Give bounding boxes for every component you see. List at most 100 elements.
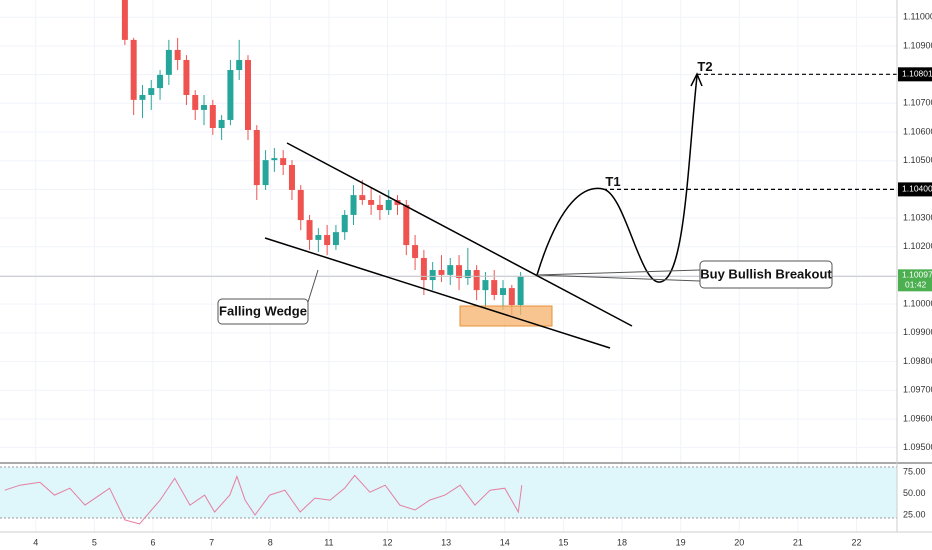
candle-body [456,265,463,279]
candle-body [315,235,322,240]
candle-body [253,129,260,186]
annotation-falling-wedge: Falling Wedge [219,303,307,318]
target-tag [898,67,932,82]
candle-body [412,245,419,258]
candle-body [376,204,383,211]
target-name: T2 [697,59,712,74]
annotation-breakout: Buy Bullish Breakout [700,266,832,281]
candle-body [165,49,172,75]
x-tick-label: 11 [324,537,333,547]
candle-body [332,232,339,246]
y-tick-label: 25.00 [903,509,926,519]
candle-body [482,280,489,291]
target-price-label: 1.10801 [902,69,932,79]
candle-body [227,70,234,120]
x-tick-label: 12 [383,537,393,547]
x-tick-label: 21 [793,537,803,547]
rsi-line [4,474,523,525]
candle-body [500,288,507,295]
candle-body [280,158,287,165]
candle-body [218,119,225,128]
candle-body [517,276,524,306]
arrow-head [690,72,703,87]
x-tick-label: 14 [500,537,510,547]
x-tick-label: 13 [441,537,451,547]
y-tick-label: 75.00 [903,467,926,477]
y-tick-label: 1.10700 [903,98,932,108]
wedge-lower [264,237,611,349]
candle-body [271,158,278,161]
candle-body [157,74,164,89]
callout-pointer [536,269,701,276]
y-tick-label: 1.09700 [903,385,932,395]
candle-body [385,200,392,211]
x-tick-label: 19 [676,537,686,547]
x-tick-label: 20 [734,537,744,547]
x-tick-label: 15 [558,537,568,547]
y-tick-label: 1.10300 [903,212,932,222]
candle-body [297,189,304,221]
candle-body [438,270,445,275]
y-tick-label: 50.00 [903,488,926,498]
y-tick-label: 1.10000 [903,299,932,309]
label-layer: 1.110001.109001.108001.107001.106001.105… [33,12,932,547]
candle-body [491,280,498,295]
last-price-tag [898,269,932,292]
callout-box [217,298,309,325]
candle-body [121,0,128,40]
candle-body [130,39,137,100]
candle-body [429,270,436,281]
candle-body [464,270,471,279]
callout-box [699,260,833,289]
candle-body [473,270,480,291]
x-tick-label: 7 [209,537,214,547]
candle-body [341,214,348,233]
candle-body [324,235,331,246]
candle-body [262,160,269,186]
callout-pointer [536,274,701,282]
candle-body [209,105,216,128]
projection-path [536,75,698,283]
candle-body [201,105,208,110]
candle-body [368,200,375,205]
x-tick-label: 18 [617,537,627,547]
y-tick-label: 1.10200 [903,241,932,251]
target-price-label: 1.10400 [902,184,932,194]
candle-body [508,288,515,306]
x-tick-label: 8 [268,537,273,547]
candle-body [359,195,366,201]
candle-body [420,257,427,281]
target-name: T1 [605,174,620,189]
x-tick-label: 22 [852,537,862,547]
x-tick-label: 4 [33,537,38,547]
y-tick-label: 1.09800 [903,356,932,366]
target-tag [898,182,932,197]
support-box [459,305,553,327]
y-tick-label: 1.10500 [903,155,932,165]
countdown-label: 01:42 [905,280,927,290]
x-tick-label: 6 [151,537,156,547]
candle-body [403,204,410,246]
candle-body [174,49,181,60]
candle-body [139,94,146,100]
candle-body [148,88,155,95]
y-tick-label: 1.09900 [903,327,932,337]
candle-body [192,94,199,110]
y-tick-label: 1.10900 [903,40,932,50]
y-tick-label: 1.09600 [903,413,932,423]
wedge-upper [286,142,633,327]
callout-pointer [307,269,319,303]
x-tick-label: 5 [92,537,97,547]
candle-body [183,59,190,95]
y-tick-label: 1.10600 [903,126,932,136]
candle-body [350,195,357,215]
last-price-label: 1.10097 [902,270,932,280]
y-tick-label: 1.11000 [903,12,932,22]
y-tick-label: 1.09500 [903,442,932,452]
candle-body [306,220,313,240]
candle-body [244,59,251,130]
candle-body [236,59,243,71]
candle-body [447,265,454,275]
candle-body [288,165,295,190]
